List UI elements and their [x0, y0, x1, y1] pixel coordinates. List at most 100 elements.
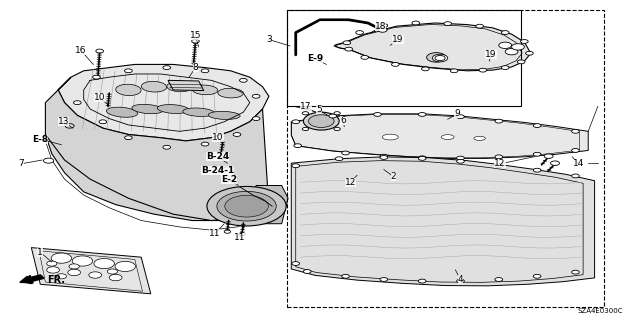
Text: 8: 8	[193, 63, 198, 72]
Circle shape	[380, 277, 388, 281]
Circle shape	[303, 270, 311, 273]
Circle shape	[356, 31, 364, 35]
Circle shape	[444, 22, 452, 26]
Ellipse shape	[106, 107, 138, 117]
Circle shape	[343, 41, 351, 45]
Circle shape	[109, 274, 122, 281]
Circle shape	[419, 156, 426, 160]
Text: SZA4E0300C: SZA4E0300C	[578, 308, 623, 314]
Circle shape	[65, 124, 74, 128]
Circle shape	[292, 164, 300, 168]
Circle shape	[572, 270, 579, 274]
Circle shape	[451, 69, 458, 73]
Circle shape	[525, 51, 533, 55]
Circle shape	[499, 42, 511, 49]
Circle shape	[252, 94, 260, 98]
Text: 12: 12	[345, 178, 356, 187]
Circle shape	[374, 113, 381, 116]
Circle shape	[191, 39, 199, 43]
Ellipse shape	[218, 88, 243, 98]
Ellipse shape	[157, 105, 189, 114]
Circle shape	[224, 230, 230, 233]
Polygon shape	[291, 114, 588, 158]
Circle shape	[252, 117, 260, 121]
Circle shape	[125, 69, 132, 73]
Circle shape	[207, 187, 286, 226]
Circle shape	[201, 142, 209, 146]
Circle shape	[419, 113, 426, 116]
Text: B-24: B-24	[206, 152, 230, 161]
Circle shape	[308, 115, 334, 127]
Ellipse shape	[474, 136, 485, 140]
Circle shape	[302, 127, 308, 131]
Text: 14: 14	[573, 159, 584, 168]
Text: 9: 9	[454, 109, 460, 118]
Circle shape	[93, 75, 100, 79]
Circle shape	[419, 279, 426, 283]
Circle shape	[550, 161, 559, 165]
Circle shape	[457, 156, 465, 160]
Circle shape	[345, 47, 353, 51]
Circle shape	[427, 52, 446, 62]
Circle shape	[292, 120, 300, 124]
FancyArrow shape	[20, 275, 44, 283]
Circle shape	[479, 68, 486, 72]
Circle shape	[94, 259, 115, 269]
Circle shape	[380, 24, 388, 28]
Text: 12: 12	[495, 159, 506, 168]
Text: 15: 15	[189, 31, 201, 40]
Circle shape	[572, 129, 579, 133]
Circle shape	[335, 157, 343, 161]
Circle shape	[201, 69, 209, 73]
Circle shape	[342, 274, 349, 278]
Circle shape	[72, 256, 93, 266]
Ellipse shape	[132, 104, 163, 114]
Circle shape	[412, 21, 420, 25]
Circle shape	[51, 253, 72, 263]
Circle shape	[96, 49, 104, 53]
Circle shape	[495, 277, 502, 281]
Circle shape	[533, 168, 541, 172]
Circle shape	[517, 60, 525, 64]
Circle shape	[495, 119, 502, 123]
Ellipse shape	[141, 81, 166, 92]
Ellipse shape	[167, 82, 192, 92]
Text: 19: 19	[485, 50, 497, 59]
Circle shape	[47, 261, 57, 266]
Polygon shape	[58, 64, 269, 141]
Ellipse shape	[116, 84, 141, 96]
Text: 19: 19	[392, 35, 404, 44]
Text: 10: 10	[212, 133, 223, 142]
Text: 7: 7	[19, 159, 24, 168]
Text: 6: 6	[340, 116, 346, 125]
Circle shape	[47, 267, 60, 273]
Circle shape	[422, 67, 429, 71]
Circle shape	[217, 191, 276, 221]
Circle shape	[501, 31, 509, 35]
Circle shape	[476, 24, 483, 28]
Text: 16: 16	[75, 45, 86, 55]
Circle shape	[108, 269, 118, 274]
Circle shape	[457, 159, 465, 163]
Circle shape	[495, 155, 502, 159]
Circle shape	[457, 115, 465, 119]
Circle shape	[334, 112, 340, 115]
Circle shape	[392, 62, 399, 66]
Circle shape	[495, 164, 502, 168]
Circle shape	[334, 127, 340, 131]
Circle shape	[380, 156, 388, 159]
Circle shape	[505, 49, 518, 55]
Circle shape	[544, 154, 553, 158]
Text: E-8: E-8	[32, 135, 49, 144]
Circle shape	[74, 101, 81, 105]
Circle shape	[233, 132, 241, 136]
Circle shape	[533, 152, 541, 156]
Bar	[287, 10, 604, 307]
Text: 13: 13	[58, 117, 69, 126]
Circle shape	[225, 195, 268, 217]
Circle shape	[115, 261, 136, 271]
Circle shape	[342, 151, 349, 155]
Circle shape	[239, 78, 247, 82]
Circle shape	[378, 28, 387, 32]
Circle shape	[125, 136, 132, 140]
